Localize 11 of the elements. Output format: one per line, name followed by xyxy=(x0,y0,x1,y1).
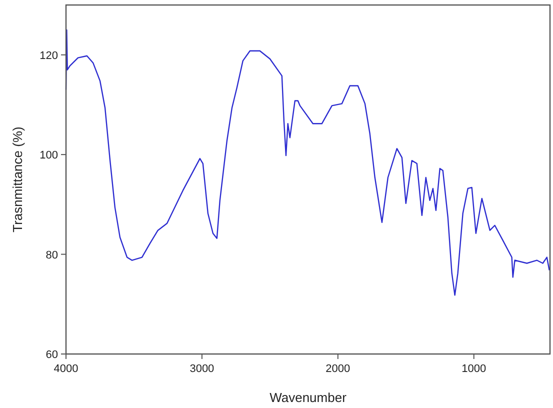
y-tick-label: 100 xyxy=(40,150,58,162)
x-axis-title: Wavenumber xyxy=(270,390,348,405)
y-tick-label: 120 xyxy=(40,50,58,62)
y-tick-label: 80 xyxy=(46,249,58,262)
x-tick-label: 1000 xyxy=(462,363,486,375)
line-series xyxy=(65,29,550,296)
x-tick-label: 3000 xyxy=(190,363,214,375)
x-tick-label: 4000 xyxy=(54,363,78,375)
y-axis-title: Trasnmittance (%) xyxy=(10,126,25,232)
x-tick-label: 2000 xyxy=(326,363,350,375)
y-tick-label: 60 xyxy=(46,349,58,361)
